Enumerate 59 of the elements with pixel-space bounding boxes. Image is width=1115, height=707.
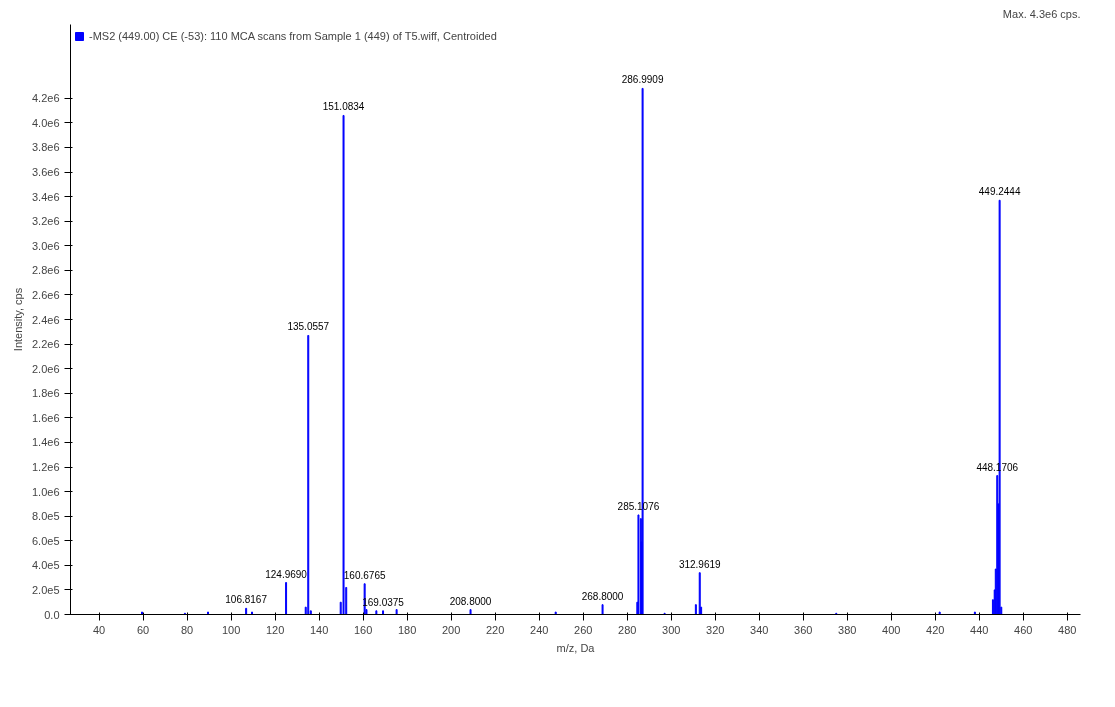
y-tick-label: 6.0e5 (31, 534, 60, 547)
x-tick-label: 40 (92, 623, 106, 636)
y-tick-label: 2.2e6 (31, 338, 60, 351)
x-tick-label: 240 (530, 623, 549, 636)
y-tick-label: 2.6e6 (31, 288, 60, 301)
y-tick-label: 2.0e5 (31, 583, 60, 596)
annotation: 208.8000 (449, 595, 492, 607)
annotation: 286.9909 (621, 74, 664, 86)
annotation: 151.0834 (322, 101, 365, 113)
x-tick-label: 120 (265, 623, 285, 636)
annotation: 135.0557 (287, 321, 330, 333)
annotation: 160.6765 (343, 569, 386, 581)
y-tick-label: 1.2e6 (31, 461, 60, 473)
y-axis-title: Intensity, cps (11, 287, 24, 352)
y-tick-label: 1.8e6 (31, 387, 60, 400)
x-tick-label: 100 (221, 623, 241, 636)
x-tick-label: 440 (970, 623, 989, 636)
x-tick-label: 400 (882, 623, 901, 636)
x-tick-label: 300 (662, 623, 681, 636)
x-tick-label: 480 (1058, 623, 1077, 636)
x-tick-label: 180 (397, 623, 417, 636)
y-tick-label: 3.4e6 (31, 190, 60, 203)
x-tick-label: 220 (486, 623, 505, 636)
y-tick-label: 1.0e6 (31, 485, 60, 498)
y-tick-label: 4.0e5 (31, 559, 60, 572)
y-tick-label: 8.0e5 (31, 510, 60, 523)
x-tick-label: 380 (838, 623, 857, 636)
y-tick-label: 0.0 (44, 608, 60, 621)
y-tick-label: 3.2e6 (31, 215, 60, 228)
y-tick-label: 1.4e6 (31, 436, 60, 449)
x-tick-label: 80 (181, 623, 194, 636)
x-tick-label: 160 (353, 623, 373, 636)
x-tick-label: 260 (574, 623, 593, 636)
annotation: 449.2444 (978, 186, 1021, 198)
y-tick-label: 1.6e6 (31, 411, 60, 424)
x-tick-label: 420 (926, 623, 945, 636)
x-tick-label: 340 (750, 623, 769, 636)
y-tick-label: 2.8e6 (31, 264, 60, 277)
x-tick-label: 200 (442, 623, 461, 636)
annotation: 268.8000 (581, 590, 624, 602)
annotation: 124.9690 (265, 568, 308, 580)
y-tick-label: 2.4e6 (31, 313, 60, 326)
x-axis-title: m/z, Da (556, 641, 596, 654)
x-tick-label: 460 (1014, 623, 1033, 636)
y-tick-label: 3.6e6 (31, 166, 60, 178)
y-tick-label: 2.0e6 (31, 362, 60, 375)
y-tick-label: 4.0e6 (31, 116, 60, 129)
x-tick-label: 320 (706, 623, 725, 636)
y-tick-label: 3.0e6 (31, 239, 60, 252)
legend-label: -MS2 (449.00) CE (-53): 110 MCA scans from Sample 1 (449) of T5.wiff, Centroided (89, 30, 497, 42)
x-tick-label: 360 (794, 623, 813, 636)
x-tick-label: 280 (618, 623, 637, 636)
text: Max. 4.3e6 cps. (1002, 7, 1081, 20)
x-tick-label: 60 (137, 623, 150, 636)
x-tick-label: 140 (309, 623, 329, 636)
y-tick-label: 4.2e6 (31, 92, 60, 105)
annotation: 106.8167 (225, 594, 268, 606)
annotation: 312.9619 (678, 558, 722, 570)
y-tick-label: 3.8e6 (31, 141, 60, 154)
